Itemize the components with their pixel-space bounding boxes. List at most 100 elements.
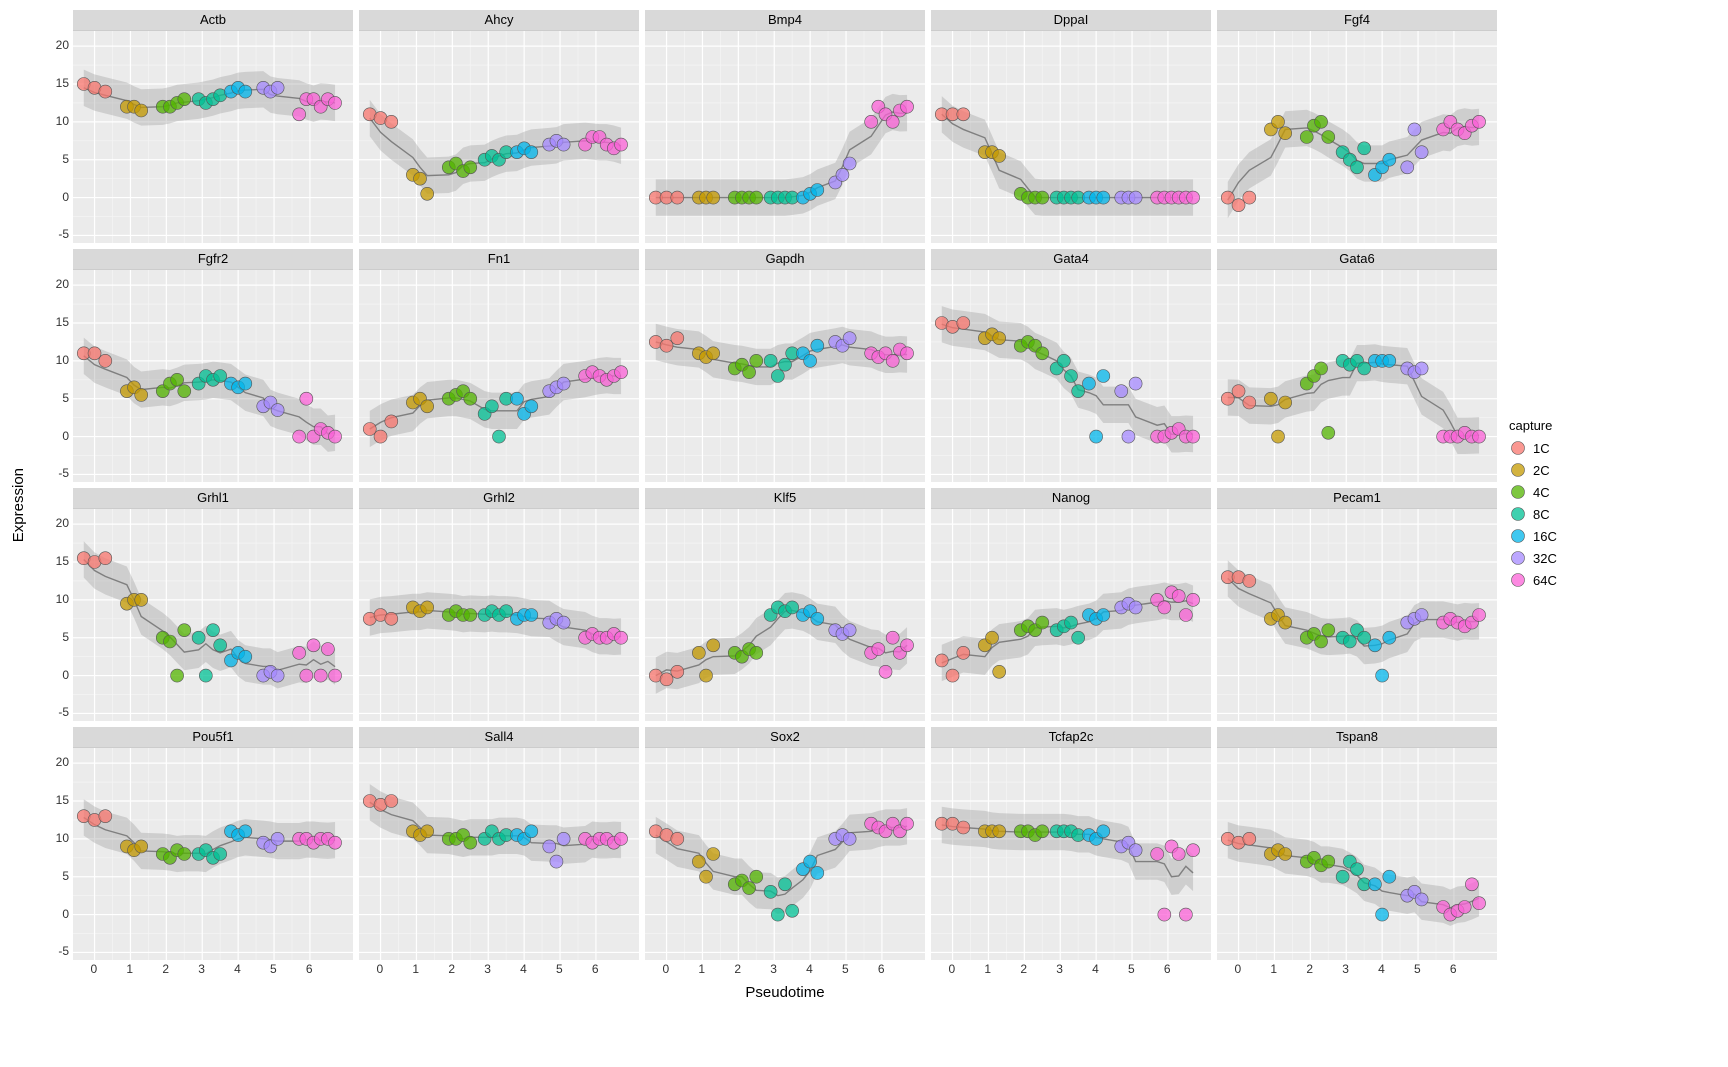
data-point — [1036, 347, 1049, 360]
data-point — [525, 609, 538, 622]
data-point — [421, 601, 434, 614]
data-point — [1358, 142, 1371, 155]
panel-klf5: Klf5 — [645, 488, 925, 721]
data-point — [865, 115, 878, 128]
data-point — [1351, 161, 1364, 174]
data-point — [178, 848, 191, 861]
data-point — [901, 100, 914, 113]
data-point — [957, 821, 970, 834]
data-point — [1065, 370, 1078, 383]
data-point — [811, 866, 824, 879]
data-point — [1057, 354, 1070, 367]
panel-gata6: Gata6 — [1217, 249, 1497, 482]
data-point — [993, 665, 1006, 678]
data-point — [293, 646, 306, 659]
panel-body — [359, 270, 639, 482]
panel-body — [931, 270, 1211, 482]
data-point — [88, 347, 101, 360]
panel-title: Grhl2 — [359, 488, 639, 509]
panel-fn1: Fn1 — [359, 249, 639, 482]
data-point — [1415, 146, 1428, 159]
data-point — [464, 836, 477, 849]
data-point — [671, 332, 684, 345]
panel-title: Bmp4 — [645, 10, 925, 31]
data-point — [510, 392, 523, 405]
data-point — [543, 840, 556, 853]
x-tick-label: 4 — [1092, 962, 1099, 976]
panel-dppai: DppaI — [931, 10, 1211, 243]
data-point — [171, 373, 184, 386]
data-point — [1279, 127, 1292, 140]
data-point — [178, 385, 191, 398]
data-point — [1065, 616, 1078, 629]
panel-title: Klf5 — [645, 488, 925, 509]
legend-label: 16C — [1533, 529, 1557, 544]
data-point — [957, 646, 970, 659]
x-tick-label: 0 — [949, 962, 956, 976]
panel-title: Fgf4 — [1217, 10, 1497, 31]
data-point — [1376, 669, 1389, 682]
panel-tspan8: Tspan80123456 — [1217, 727, 1497, 960]
data-point — [99, 810, 112, 823]
legend-label: 32C — [1533, 551, 1557, 566]
y-tick-label: 15 — [56, 315, 69, 329]
data-point — [1279, 396, 1292, 409]
x-tick-label: 4 — [520, 962, 527, 976]
y-tick-label: 5 — [62, 630, 69, 644]
data-point — [843, 832, 856, 845]
data-point — [1272, 115, 1285, 128]
x-tick-label: 5 — [842, 962, 849, 976]
data-point — [750, 870, 763, 883]
legend-item-8c: 8C — [1509, 505, 1557, 523]
data-point — [615, 138, 628, 151]
panel-body — [1217, 509, 1497, 721]
data-point — [1473, 430, 1486, 443]
panel-title: Tcfap2c — [931, 727, 1211, 748]
data-point — [1383, 354, 1396, 367]
data-point — [135, 388, 148, 401]
y-tick-label: 5 — [62, 152, 69, 166]
x-tick-label: 6 — [878, 962, 885, 976]
data-point — [1383, 153, 1396, 166]
data-point — [1232, 385, 1245, 398]
data-point — [1187, 593, 1200, 606]
legend-swatch — [1509, 483, 1527, 501]
panel-sall4: Sall40123456 — [359, 727, 639, 960]
data-point — [615, 832, 628, 845]
data-point — [239, 650, 252, 663]
data-point — [879, 665, 892, 678]
data-point — [1158, 908, 1171, 921]
data-point — [1187, 430, 1200, 443]
panel-body — [645, 270, 925, 482]
x-tick-label: 1 — [412, 962, 419, 976]
data-point — [1383, 870, 1396, 883]
data-point — [271, 832, 284, 845]
data-point — [1179, 609, 1192, 622]
data-point — [811, 184, 824, 197]
data-point — [1401, 161, 1414, 174]
legend-item-32c: 32C — [1509, 549, 1557, 567]
panel-nanog: Nanog — [931, 488, 1211, 721]
panel-body: 0123456 — [645, 748, 925, 960]
data-point — [1115, 385, 1128, 398]
panel-title: Actb — [73, 10, 353, 31]
panel-body: -505101520 — [73, 509, 353, 721]
data-point — [1072, 631, 1085, 644]
data-point — [1315, 115, 1328, 128]
data-point — [660, 673, 673, 686]
panel-grhl2: Grhl2 — [359, 488, 639, 721]
data-point — [493, 430, 506, 443]
panel-body: 0123456 — [931, 748, 1211, 960]
data-point — [171, 669, 184, 682]
legend-item-1c: 1C — [1509, 439, 1557, 457]
data-point — [764, 354, 777, 367]
data-point — [271, 81, 284, 94]
data-point — [901, 639, 914, 652]
data-point — [901, 817, 914, 830]
data-point — [363, 423, 376, 436]
x-axis-title: Pseudotime — [73, 984, 1497, 1001]
panel-title: DppaI — [931, 10, 1211, 31]
x-tick-label: 1 — [1270, 962, 1277, 976]
legend-swatch — [1509, 461, 1527, 479]
x-tick-label: 0 — [377, 962, 384, 976]
